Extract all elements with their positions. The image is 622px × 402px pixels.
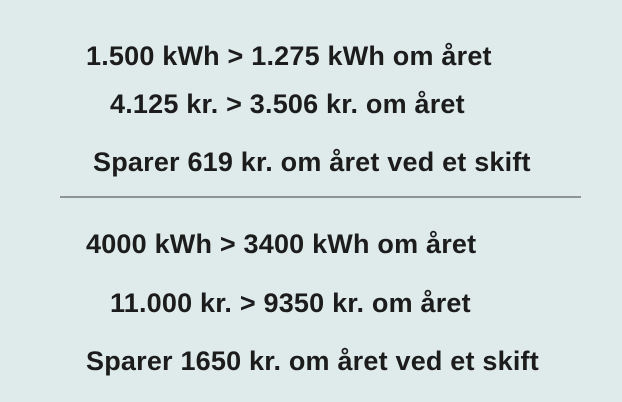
group1-cost-text: 4.125 kr. > 3.506 kr. om året — [110, 89, 465, 119]
section-divider — [60, 196, 581, 198]
group2-savings-text: Sparer 1650 kr. om året ved et skift — [86, 346, 539, 376]
group2-cost-text: 11.000 kr. > 9350 kr. om året — [110, 288, 471, 318]
group2-energy-text: 4000 kWh > 3400 kWh om året — [86, 229, 477, 259]
group1-savings-text: Sparer 619 kr. om året ved et skift — [93, 147, 531, 177]
group1-energy-text: 1.500 kWh > 1.275 kWh om året — [86, 41, 492, 71]
